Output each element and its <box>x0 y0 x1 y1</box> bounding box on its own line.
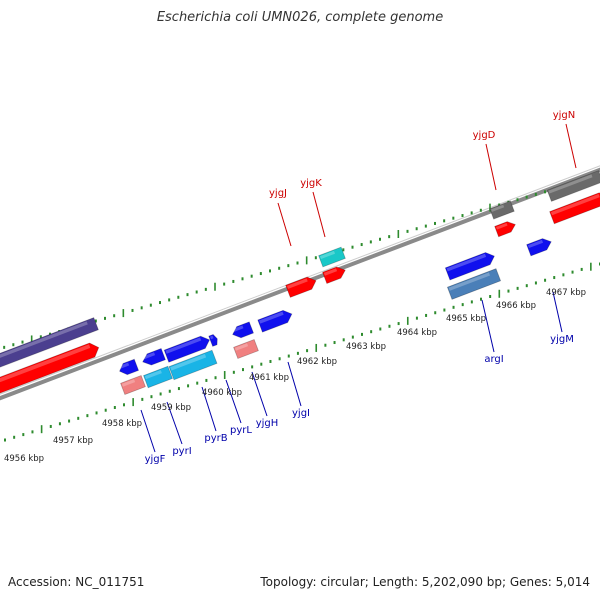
gene-label[interactable]: yjgK <box>300 178 322 189</box>
gene-feature-bar[interactable] <box>233 338 259 360</box>
ruler-label: 4961 kbp <box>249 373 289 383</box>
gene-feature-bar[interactable] <box>318 246 346 268</box>
gene-feature-bar[interactable] <box>0 317 99 373</box>
ruler-label: 4966 kbp <box>496 301 536 311</box>
gene-label[interactable]: argI <box>484 354 503 365</box>
gene-feature-arrow[interactable] <box>163 334 212 363</box>
gene-label[interactable]: yjgF <box>145 454 166 465</box>
gene-callout-line <box>140 409 156 453</box>
gene-label[interactable]: pyrI <box>172 446 191 457</box>
gene-label[interactable]: yjgI <box>292 408 310 419</box>
gene-callout-line <box>251 371 268 417</box>
gene-label[interactable]: yjgJ <box>269 188 287 199</box>
ruler-label: 4957 kbp <box>53 436 93 446</box>
gene-label[interactable]: pyrB <box>204 433 227 444</box>
gene-callout-line <box>201 386 217 432</box>
gene-callout-line <box>312 191 326 238</box>
ruler-label: 4963 kbp <box>346 342 386 352</box>
gene-label[interactable]: yjgN <box>553 110 576 121</box>
map-title: Escherichia coli UMN026, complete genome <box>156 10 444 25</box>
gene-feature-bar[interactable] <box>168 349 218 381</box>
ruler-label: 4967 kbp <box>546 288 586 298</box>
gene-callout-line <box>166 401 183 445</box>
gene-label[interactable]: yjgM <box>550 334 574 345</box>
lower-tick-track <box>4 262 600 442</box>
gene-callout-line <box>552 291 563 333</box>
gene-feature-arrow[interactable] <box>322 264 348 285</box>
gene-label[interactable]: yjgD <box>473 130 496 141</box>
gene-label[interactable]: yjgH <box>256 418 279 429</box>
gene-callout-line <box>565 123 577 169</box>
gene-feature-arrow[interactable] <box>231 321 254 340</box>
gene-feature-arrow[interactable] <box>208 333 219 347</box>
ruler-label: 4962 kbp <box>297 357 337 367</box>
gene-feature-arrow[interactable] <box>494 219 518 238</box>
ruler-label: 4964 kbp <box>397 328 437 338</box>
gene-feature-arrow[interactable] <box>549 190 600 225</box>
gene-feature-arrow[interactable] <box>526 236 554 257</box>
gene-feature-arrow[interactable] <box>0 341 101 396</box>
ruler-label: 4958 kbp <box>102 419 142 429</box>
gene-callout-line <box>481 299 495 353</box>
gene-feature-bar[interactable] <box>546 170 600 202</box>
accession-text: Accession: NC_011751 <box>8 575 145 589</box>
gene-feature-arrow[interactable] <box>141 347 166 367</box>
gene-feature-bar[interactable] <box>489 200 515 220</box>
gene-callout-line <box>277 202 292 247</box>
gene-callout-line <box>287 361 302 407</box>
genome-summary-text: Topology: circular; Length: 5,202,090 bp… <box>260 575 590 589</box>
ruler-label: 4960 kbp <box>202 388 242 398</box>
gene-callout-line <box>485 143 497 191</box>
gene-feature-arrow[interactable] <box>285 275 319 298</box>
gene-feature-bar[interactable] <box>120 374 146 396</box>
gene-callout-line <box>225 379 242 424</box>
ruler-label: 4959 kbp <box>151 403 191 413</box>
ruler-label: 4965 kbp <box>446 314 486 324</box>
gene-feature-arrow[interactable] <box>444 250 496 281</box>
gene-label[interactable]: pyrL <box>230 425 252 436</box>
gene-features <box>0 170 600 396</box>
gene-feature-arrow[interactable] <box>117 358 140 377</box>
gene-feature-bar[interactable] <box>446 268 502 300</box>
gene-feature-arrow[interactable] <box>257 308 294 333</box>
ruler-label: 4956 kbp <box>4 454 44 464</box>
kbp-ruler-labels: 4956 kbp 4957 kbp 4958 kbp 4959 kbp 4960 kbp… <box>4 288 586 464</box>
gene-feature-bar[interactable] <box>143 365 173 389</box>
